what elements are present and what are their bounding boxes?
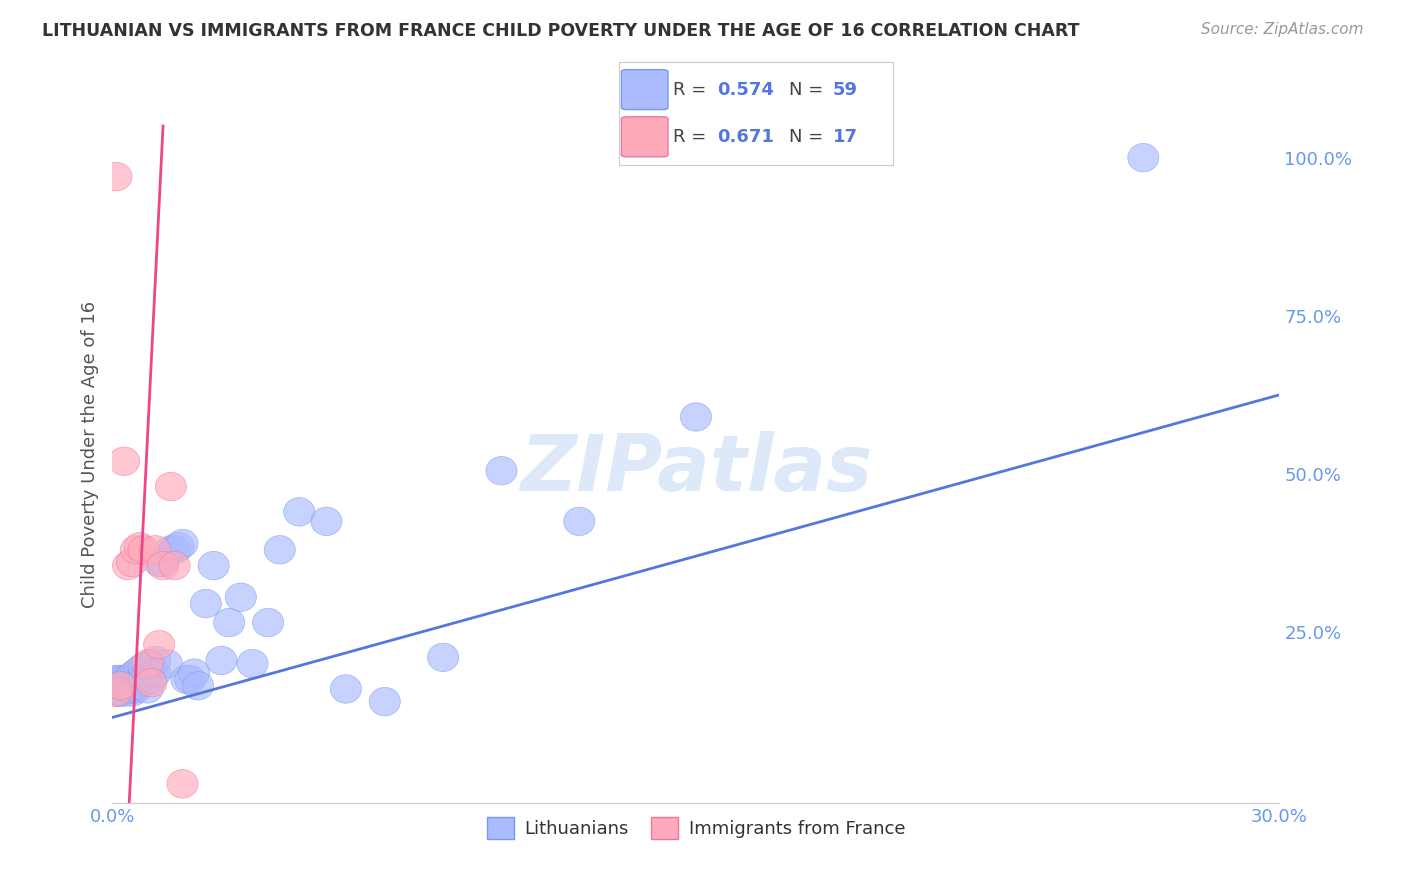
Text: N =: N = xyxy=(789,80,828,99)
Text: LITHUANIAN VS IMMIGRANTS FROM FRANCE CHILD POVERTY UNDER THE AGE OF 16 CORRELATI: LITHUANIAN VS IMMIGRANTS FROM FRANCE CHI… xyxy=(42,22,1080,40)
Ellipse shape xyxy=(112,665,143,694)
Ellipse shape xyxy=(121,659,152,688)
Ellipse shape xyxy=(172,665,202,694)
Ellipse shape xyxy=(167,529,198,558)
Text: ZIPatlas: ZIPatlas xyxy=(520,431,872,507)
Ellipse shape xyxy=(101,672,132,700)
Legend: Lithuanians, Immigrants from France: Lithuanians, Immigrants from France xyxy=(479,809,912,846)
Ellipse shape xyxy=(101,678,132,706)
Text: N =: N = xyxy=(789,128,828,145)
Text: R =: R = xyxy=(673,128,713,145)
Ellipse shape xyxy=(225,583,256,612)
Ellipse shape xyxy=(139,535,172,564)
Ellipse shape xyxy=(108,678,139,706)
Ellipse shape xyxy=(264,535,295,564)
Ellipse shape xyxy=(253,608,284,637)
Ellipse shape xyxy=(112,551,143,580)
Ellipse shape xyxy=(121,535,152,564)
Text: 17: 17 xyxy=(832,128,858,145)
Ellipse shape xyxy=(101,678,132,706)
Ellipse shape xyxy=(132,674,163,703)
Ellipse shape xyxy=(104,678,136,706)
FancyBboxPatch shape xyxy=(621,70,668,110)
Ellipse shape xyxy=(163,533,194,561)
Ellipse shape xyxy=(198,551,229,580)
Ellipse shape xyxy=(108,668,139,697)
Ellipse shape xyxy=(128,653,159,681)
Ellipse shape xyxy=(128,535,159,564)
Ellipse shape xyxy=(124,665,155,694)
Ellipse shape xyxy=(124,656,155,684)
Ellipse shape xyxy=(121,674,152,703)
Ellipse shape xyxy=(101,665,132,694)
Ellipse shape xyxy=(132,659,163,688)
Text: R =: R = xyxy=(673,80,713,99)
Ellipse shape xyxy=(121,672,152,700)
Ellipse shape xyxy=(108,672,139,700)
Ellipse shape xyxy=(155,473,187,500)
Y-axis label: Child Poverty Under the Age of 16: Child Poverty Under the Age of 16 xyxy=(80,301,98,608)
Ellipse shape xyxy=(159,535,190,564)
Ellipse shape xyxy=(284,498,315,526)
Ellipse shape xyxy=(128,668,159,697)
Ellipse shape xyxy=(104,672,136,700)
Ellipse shape xyxy=(330,674,361,703)
Ellipse shape xyxy=(1128,144,1159,172)
Ellipse shape xyxy=(311,507,342,535)
Ellipse shape xyxy=(143,549,174,577)
Ellipse shape xyxy=(139,646,172,674)
Ellipse shape xyxy=(155,535,187,564)
Ellipse shape xyxy=(148,551,179,580)
Ellipse shape xyxy=(132,649,163,678)
Ellipse shape xyxy=(427,643,458,672)
FancyBboxPatch shape xyxy=(621,117,668,157)
Ellipse shape xyxy=(112,672,143,700)
Text: Source: ZipAtlas.com: Source: ZipAtlas.com xyxy=(1201,22,1364,37)
Ellipse shape xyxy=(128,662,159,690)
Ellipse shape xyxy=(117,678,148,706)
Ellipse shape xyxy=(148,549,179,577)
Ellipse shape xyxy=(124,533,155,561)
Ellipse shape xyxy=(681,403,711,431)
Ellipse shape xyxy=(174,665,205,694)
Ellipse shape xyxy=(370,688,401,715)
Ellipse shape xyxy=(108,665,139,694)
Ellipse shape xyxy=(214,608,245,637)
Ellipse shape xyxy=(486,457,517,485)
Ellipse shape xyxy=(152,649,183,678)
Ellipse shape xyxy=(117,662,148,690)
Text: 0.574: 0.574 xyxy=(717,80,775,99)
Ellipse shape xyxy=(167,770,198,798)
Ellipse shape xyxy=(117,668,148,697)
Ellipse shape xyxy=(104,665,136,694)
Ellipse shape xyxy=(117,549,148,577)
Ellipse shape xyxy=(183,672,214,700)
Ellipse shape xyxy=(143,631,174,659)
Ellipse shape xyxy=(108,447,139,475)
Ellipse shape xyxy=(101,162,132,191)
Ellipse shape xyxy=(136,668,167,697)
Ellipse shape xyxy=(205,646,238,674)
Ellipse shape xyxy=(179,659,209,688)
Ellipse shape xyxy=(136,665,167,694)
Text: 0.671: 0.671 xyxy=(717,128,775,145)
Ellipse shape xyxy=(139,659,172,688)
Ellipse shape xyxy=(159,551,190,580)
Ellipse shape xyxy=(564,507,595,535)
Ellipse shape xyxy=(112,674,143,703)
Ellipse shape xyxy=(238,649,269,678)
Ellipse shape xyxy=(117,674,148,703)
Ellipse shape xyxy=(104,672,136,700)
Ellipse shape xyxy=(190,590,221,618)
Text: 59: 59 xyxy=(832,80,858,99)
Ellipse shape xyxy=(136,649,167,678)
